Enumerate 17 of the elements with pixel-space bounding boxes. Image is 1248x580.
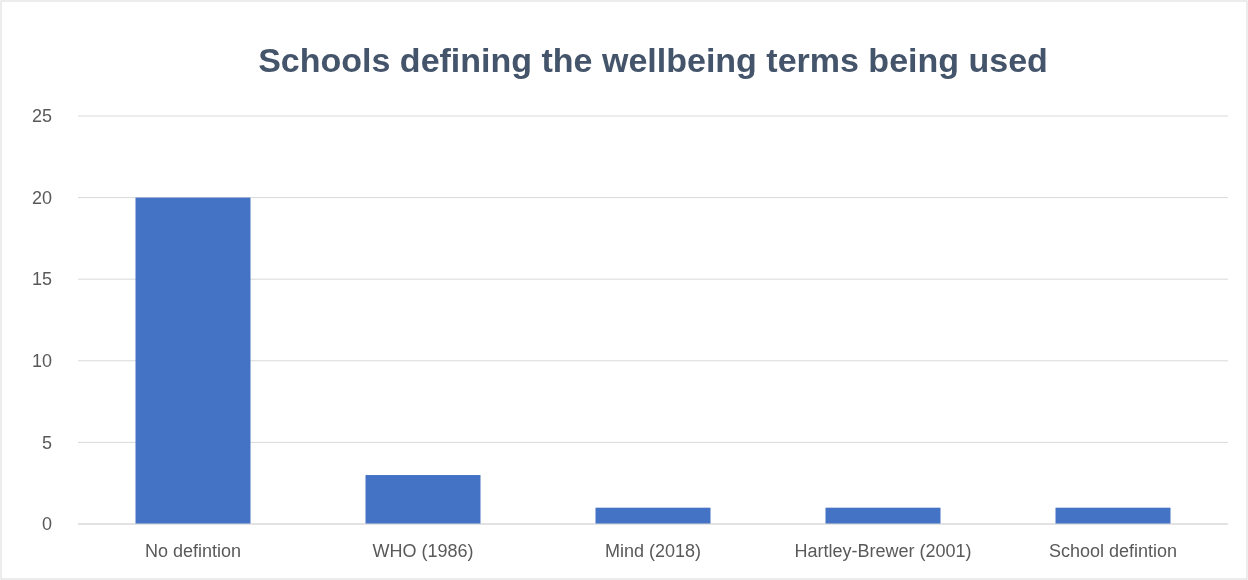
y-tick-label: 5 (41, 432, 52, 453)
y-tick-label: 10 (31, 351, 52, 372)
x-tick-label: WHO (1986) (372, 540, 474, 561)
chart-title: Schools defining the wellbeing terms being used (258, 41, 1048, 79)
x-tick-label: Mind (2018) (604, 540, 702, 561)
bar (365, 475, 481, 524)
y-tick-label: 20 (31, 187, 52, 208)
bar (135, 197, 251, 524)
bar (1055, 507, 1171, 524)
y-tick-label: 15 (31, 269, 52, 290)
x-tick-label: No defintion (144, 540, 242, 561)
bar (595, 507, 711, 524)
bar (825, 507, 941, 524)
x-tick-label: Hartley-Brewer (2001) (794, 540, 972, 561)
y-tick-label: 0 (41, 514, 52, 535)
y-tick-label: 25 (31, 106, 52, 127)
x-tick-label: School defintion (1048, 540, 1178, 561)
